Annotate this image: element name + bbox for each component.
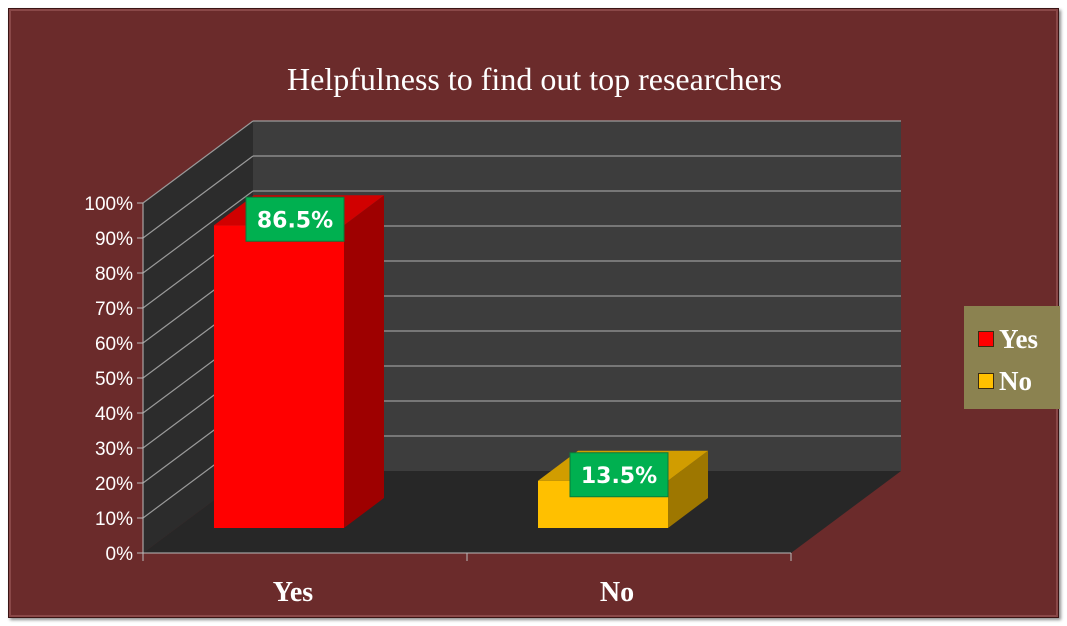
legend-item-yes: Yes <box>978 324 1038 354</box>
y-tick-label: 60% <box>95 334 133 355</box>
x-tick-label-no: No <box>600 577 634 608</box>
y-tick-label: 70% <box>95 299 133 320</box>
legend-swatch-yes <box>978 331 994 347</box>
data-label-box <box>245 196 345 242</box>
y-tick-label: 80% <box>95 264 133 285</box>
legend-swatch-no <box>978 373 994 389</box>
x-tick-label-yes: Yes <box>273 577 314 608</box>
gridline-side <box>142 120 254 204</box>
gridline-side <box>142 155 254 239</box>
y-tick-label: 30% <box>95 439 133 460</box>
y-tick-label: 100% <box>84 194 133 215</box>
legend-label-yes: Yes <box>999 323 1038 354</box>
gridline-side <box>142 190 254 274</box>
y-tick-label: 40% <box>95 404 133 425</box>
legend-item-no: No <box>978 366 1032 396</box>
y-tick-label: 50% <box>95 369 133 390</box>
data-label-box <box>569 452 669 498</box>
chart-legend: Yes No <box>964 306 1060 409</box>
chart-title: Helpfulness to find out top researchers <box>287 61 782 97</box>
legend-label-no: No <box>999 365 1032 396</box>
data-label-text: 86.5% <box>257 208 333 233</box>
chart-frame: Helpfulness to find out top researchers … <box>8 8 1060 618</box>
y-tick-label: 10% <box>95 509 133 530</box>
data-label-yes: 86.5% <box>245 196 345 242</box>
bar-front-face <box>214 225 344 528</box>
bar-side-face <box>344 195 384 528</box>
y-tick-label: 20% <box>95 474 133 495</box>
y-tick-label: 90% <box>95 229 133 250</box>
bar-side-face <box>668 450 708 528</box>
chart-plot: 0% 10% 20% 30% 40% 50% 60% 70% 80% 90% 100% 86.5% Y… <box>84 120 901 608</box>
data-label-text: 13.5% <box>581 464 657 489</box>
data-label-no: 13.5% <box>569 452 669 498</box>
y-tick-label: 0% <box>106 544 134 565</box>
bar-yes <box>214 195 384 528</box>
